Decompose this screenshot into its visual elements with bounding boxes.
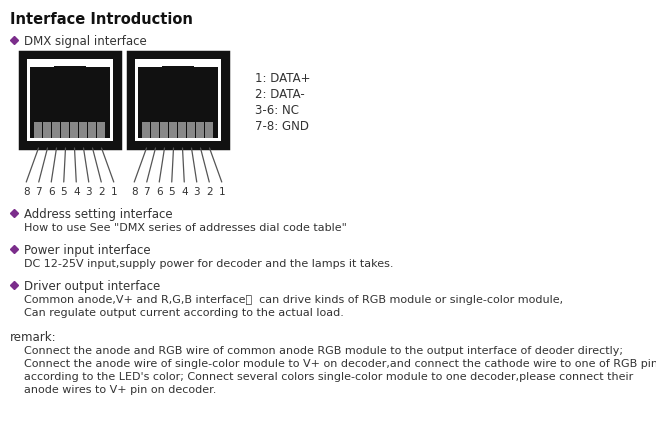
Text: DMX signal interface: DMX signal interface [24,35,147,48]
Bar [30,61,110,66]
Text: 5: 5 [169,187,175,197]
Bar [205,122,213,138]
Bar [169,122,177,138]
Bar [61,122,69,138]
Text: 3: 3 [85,187,92,197]
Text: 2: 2 [206,187,213,197]
Bar [187,122,195,138]
Text: Connect the anode and RGB wire of common anode RGB module to the output interfac: Connect the anode and RGB wire of common… [24,346,623,356]
Bar [34,122,42,138]
Bar [79,122,87,138]
Text: 3: 3 [194,187,200,197]
Bar [30,67,110,138]
Text: Common anode,V+ and R,G,B interface，  can drive kinds of RGB module or single-co: Common anode,V+ and R,G,B interface， can… [24,295,563,305]
Bar [54,63,86,77]
Text: Connect the anode wire of single-color module to V+ on decoder,and connect the c: Connect the anode wire of single-color m… [24,359,656,369]
Bar [151,122,159,138]
Bar [20,52,120,148]
Bar [178,122,186,138]
Text: 4: 4 [181,187,188,197]
Text: Power input interface: Power input interface [24,244,151,257]
Bar [196,122,204,138]
Text: Interface Introduction: Interface Introduction [10,12,193,27]
Text: How to use See "DMX series of addresses dial code table": How to use See "DMX series of addresses … [24,223,347,233]
Text: 2: 2 [98,187,104,197]
Text: 5: 5 [60,187,67,197]
Text: 8: 8 [23,187,30,197]
Text: 1: 1 [218,187,225,197]
Text: 7: 7 [35,187,42,197]
Text: Address setting interface: Address setting interface [24,208,173,221]
Text: 6: 6 [48,187,54,197]
Bar [138,67,218,138]
Text: 8: 8 [131,187,138,197]
Text: Can regulate output current according to the actual load.: Can regulate output current according to… [24,308,344,318]
Text: 2: DATA-: 2: DATA- [255,88,305,101]
Bar [52,122,60,138]
Text: anode wires to V+ pin on decoder.: anode wires to V+ pin on decoder. [24,385,216,395]
Bar [128,52,228,148]
Bar [27,59,113,141]
Bar [70,122,78,138]
Text: according to the LED's color; Connect several colors single-color module to one : according to the LED's color; Connect se… [24,372,633,382]
Text: 6: 6 [156,187,163,197]
Text: 4: 4 [73,187,79,197]
Text: 7: 7 [144,187,150,197]
Bar [97,122,105,138]
Bar [88,122,96,138]
Bar [135,59,221,141]
Text: 3-6: NC: 3-6: NC [255,104,299,117]
Text: 1: DATA+: 1: DATA+ [255,72,310,85]
Text: 1: 1 [110,187,117,197]
Bar [162,63,194,77]
Text: 7-8: GND: 7-8: GND [255,120,309,133]
Bar [160,122,168,138]
Bar [138,61,218,66]
Bar [142,122,150,138]
Text: DC 12-25V input,supply power for decoder and the lamps it takes.: DC 12-25V input,supply power for decoder… [24,259,394,269]
Text: remark:: remark: [10,331,56,344]
Text: Driver output interface: Driver output interface [24,280,160,293]
Bar [43,122,51,138]
